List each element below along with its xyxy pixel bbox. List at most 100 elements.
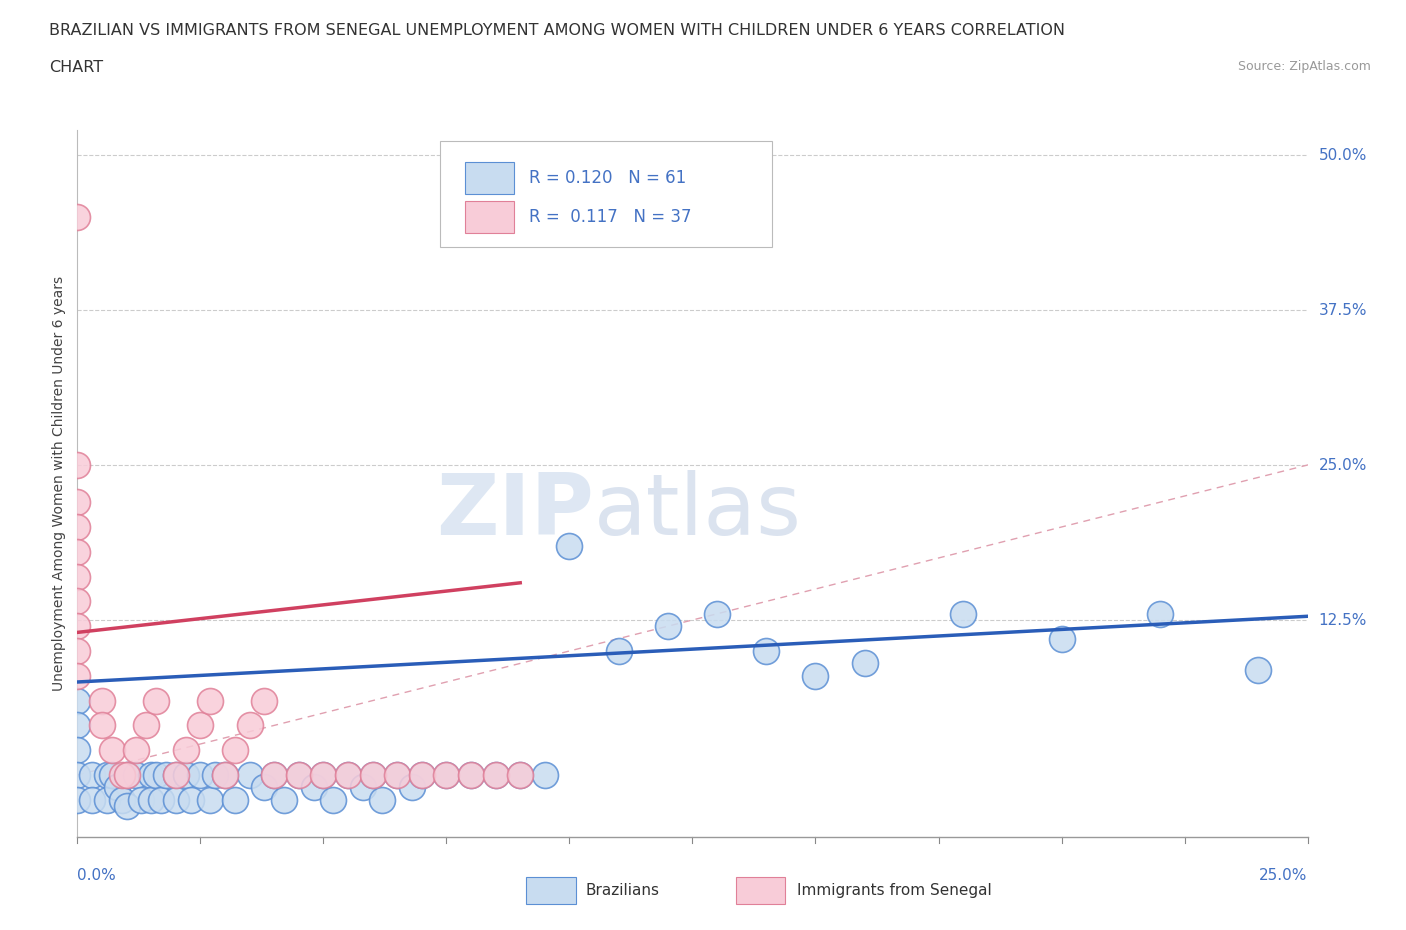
Point — [558, 538, 581, 553]
Bar — [735, 877, 785, 904]
Point — [66, 544, 89, 559]
Text: 37.5%: 37.5% — [1319, 302, 1367, 317]
Point — [125, 743, 148, 758]
Point — [337, 767, 360, 782]
Point — [66, 718, 89, 733]
Point — [509, 767, 531, 782]
Point — [66, 594, 89, 609]
Text: Immigrants from Senegal: Immigrants from Senegal — [797, 883, 991, 897]
Point — [145, 767, 167, 782]
Point — [253, 693, 276, 708]
Point — [200, 792, 222, 807]
Point — [302, 780, 325, 795]
Point — [371, 792, 394, 807]
Point — [165, 767, 187, 782]
Point — [82, 767, 104, 782]
Point — [385, 767, 409, 782]
Text: ZIP: ZIP — [436, 471, 595, 553]
Point — [66, 458, 89, 472]
Point — [534, 767, 557, 782]
Point — [66, 520, 89, 535]
Point — [129, 792, 153, 807]
Point — [361, 767, 384, 782]
Point — [239, 767, 262, 782]
Point — [141, 792, 163, 807]
Point — [96, 792, 118, 807]
Point — [312, 767, 335, 782]
Point — [115, 767, 138, 782]
Point — [135, 718, 157, 733]
Text: CHART: CHART — [49, 60, 103, 75]
Point — [105, 780, 128, 795]
Point — [385, 767, 409, 782]
Text: atlas: atlas — [595, 471, 801, 553]
Point — [111, 792, 132, 807]
Point — [361, 767, 384, 782]
Bar — [526, 877, 575, 904]
Point — [155, 767, 177, 782]
Point — [111, 767, 132, 782]
Point — [288, 767, 311, 782]
Point — [96, 767, 118, 782]
Point — [66, 669, 89, 684]
Text: R =  0.117   N = 37: R = 0.117 N = 37 — [529, 207, 692, 226]
Point — [214, 767, 236, 782]
Text: 12.5%: 12.5% — [1319, 613, 1367, 628]
Point — [66, 495, 89, 510]
Point — [66, 743, 89, 758]
Point — [82, 792, 104, 807]
Point — [101, 743, 124, 758]
Point — [224, 743, 246, 758]
Point — [239, 718, 262, 733]
Point — [180, 792, 202, 807]
Point — [1247, 662, 1270, 677]
Point — [485, 767, 508, 782]
Point — [125, 767, 148, 782]
Point — [337, 767, 360, 782]
Text: 0.0%: 0.0% — [77, 868, 117, 883]
Point — [101, 767, 124, 782]
Point — [115, 767, 138, 782]
Point — [411, 767, 433, 782]
Point — [66, 618, 89, 633]
Text: 25.0%: 25.0% — [1319, 458, 1367, 472]
Text: R = 0.120   N = 61: R = 0.120 N = 61 — [529, 169, 686, 187]
Point — [174, 767, 197, 782]
Point — [200, 693, 222, 708]
Point — [204, 767, 226, 782]
Point — [141, 767, 163, 782]
Point — [312, 767, 335, 782]
Point — [322, 792, 344, 807]
Point — [263, 767, 285, 782]
Point — [411, 767, 433, 782]
Point — [90, 693, 114, 708]
Point — [1050, 631, 1073, 646]
Point — [66, 209, 89, 224]
Point — [165, 767, 187, 782]
Text: Source: ZipAtlas.com: Source: ZipAtlas.com — [1237, 60, 1371, 73]
Point — [115, 799, 138, 814]
Point — [509, 767, 531, 782]
Point — [401, 780, 423, 795]
Bar — [465, 201, 515, 232]
Point — [288, 767, 311, 782]
Point — [1149, 606, 1171, 621]
Point — [66, 767, 89, 782]
Point — [263, 767, 285, 782]
Point — [188, 718, 212, 733]
Point — [145, 693, 167, 708]
Bar — [465, 162, 515, 193]
Point — [165, 792, 187, 807]
Point — [485, 767, 508, 782]
Point — [66, 644, 89, 658]
Point — [90, 718, 114, 733]
Point — [853, 656, 876, 671]
Text: 25.0%: 25.0% — [1260, 868, 1308, 883]
Text: 50.0%: 50.0% — [1319, 148, 1367, 163]
Point — [273, 792, 295, 807]
Point — [214, 767, 236, 782]
Point — [706, 606, 728, 621]
Point — [188, 767, 212, 782]
Point — [253, 780, 276, 795]
Text: Brazilians: Brazilians — [585, 883, 659, 897]
